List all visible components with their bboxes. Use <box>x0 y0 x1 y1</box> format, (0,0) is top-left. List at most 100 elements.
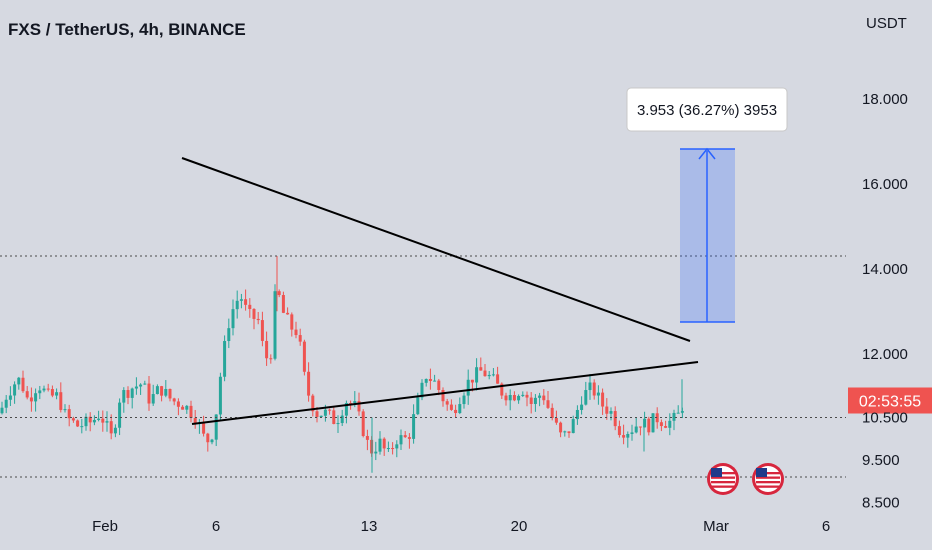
candle-body <box>118 402 122 428</box>
candle-body <box>668 420 672 428</box>
candle-body <box>349 403 353 405</box>
candle-body <box>168 388 172 399</box>
us-flag-icon <box>752 463 784 495</box>
candle-body <box>273 291 277 359</box>
candle-body <box>458 404 462 414</box>
measure-arrow-head <box>698 147 716 160</box>
candle-body <box>580 404 584 410</box>
candle-body <box>307 371 311 396</box>
candle-body <box>290 314 294 330</box>
candle-body <box>403 435 407 438</box>
candle-body <box>55 392 59 396</box>
candle-body <box>0 407 4 414</box>
candle-body <box>340 415 344 424</box>
x-axis: Feb 6 13 20 Mar 6 <box>92 518 830 535</box>
candle-body <box>567 431 571 434</box>
candle-body <box>420 382 424 398</box>
candle-body <box>147 383 151 404</box>
candle-body <box>29 397 33 402</box>
overlays-layer: 3.953 (36.27%) 3953 02:53:55 <box>0 87 932 478</box>
candle-body <box>84 416 88 427</box>
candle-body <box>664 426 668 428</box>
candle-body <box>500 383 504 396</box>
candle-body <box>97 418 101 420</box>
x-tick-label: 6 <box>212 518 220 535</box>
us-flag-stripe <box>756 485 780 488</box>
candle-body <box>407 437 411 439</box>
candle-body <box>386 448 390 450</box>
candle-body <box>433 380 437 382</box>
candle-body <box>323 409 327 416</box>
candle-body <box>353 401 357 404</box>
candle-body <box>382 438 386 449</box>
candle-body <box>151 394 155 404</box>
candle-body <box>655 413 659 423</box>
candle-body <box>294 329 298 336</box>
candle-body <box>256 318 260 321</box>
candle-body <box>374 451 378 454</box>
candle-body <box>34 393 38 402</box>
candle-body <box>647 418 651 433</box>
candle-body <box>260 320 264 341</box>
candle-body <box>248 304 252 309</box>
candle-body <box>4 399 8 408</box>
candle-body <box>395 444 399 449</box>
candle-body <box>315 411 319 417</box>
descending-trendline <box>181 157 691 342</box>
candle-body <box>210 439 214 443</box>
candle-body <box>25 391 29 398</box>
candle-body <box>332 410 336 424</box>
candle-body <box>466 379 470 396</box>
candle-body <box>134 386 138 389</box>
us-flag-stripe <box>711 481 735 484</box>
candle-body <box>277 291 281 296</box>
y-tick-label: 10.500 <box>862 410 908 427</box>
candle-body <box>512 395 516 401</box>
candle-body <box>160 386 164 396</box>
candle-body <box>155 386 159 395</box>
candle-body <box>546 400 550 408</box>
candle-body <box>626 433 630 438</box>
candle-body <box>298 335 302 342</box>
candle-body <box>592 382 596 396</box>
candle-body <box>164 388 168 396</box>
candle-body <box>223 341 227 377</box>
candle-body <box>38 390 42 394</box>
candle-body <box>319 415 323 417</box>
y-tick-label: 16.000 <box>862 176 908 193</box>
x-tick-label: 6 <box>822 518 830 535</box>
y-axis: 18.000 16.000 14.000 12.000 10.500 9.500 8.500 <box>862 91 908 512</box>
candle-body <box>231 309 235 329</box>
candle-body <box>206 433 210 443</box>
candle-body <box>605 406 609 414</box>
candle-body <box>88 416 92 423</box>
us-flag-stripe <box>756 481 780 484</box>
candle-body <box>643 418 647 428</box>
candle-body <box>143 383 147 385</box>
candle-body <box>378 438 382 452</box>
candle-body <box>437 380 441 391</box>
candle-body <box>563 431 567 433</box>
candle-body <box>525 394 529 398</box>
us-flag-stripe <box>711 476 735 479</box>
candle-body <box>622 435 626 438</box>
candle-body <box>189 405 193 419</box>
candle-body <box>496 374 500 384</box>
candle-body <box>185 405 189 410</box>
candle-body <box>59 392 63 410</box>
y-tick-label: 18.000 <box>862 91 908 108</box>
candle-body <box>172 398 176 402</box>
candle-body <box>13 384 17 396</box>
candle-body <box>113 427 117 434</box>
candle-body <box>105 421 109 423</box>
candle-body <box>596 392 600 396</box>
us-flag-canton <box>711 468 722 477</box>
candle-body <box>269 358 273 360</box>
candle-body <box>588 382 592 391</box>
candle-body <box>357 401 361 412</box>
x-tick-label: Feb <box>92 518 118 535</box>
candle-body <box>529 397 533 404</box>
us-flag-icon <box>707 463 739 495</box>
